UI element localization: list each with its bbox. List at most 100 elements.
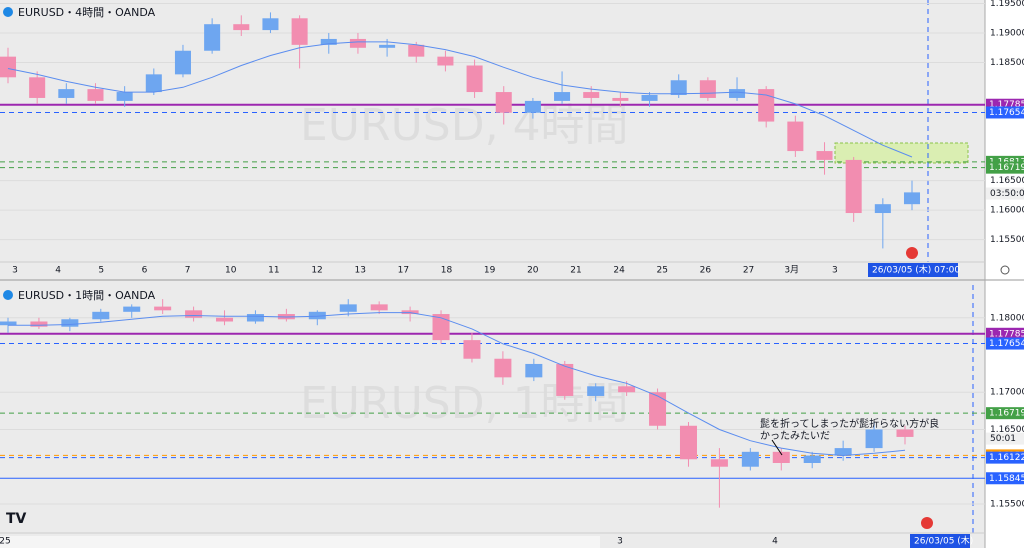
x-tick-label: 20 [527, 266, 539, 276]
x-tick-label: 27 [743, 266, 754, 276]
x-tick-label: 21 [570, 266, 581, 276]
candle-body [246, 314, 264, 322]
candle-body [729, 89, 746, 98]
candle-body [874, 204, 891, 214]
cursor-date: 26/03/05 (木) [914, 535, 973, 547]
candle-body [204, 24, 221, 51]
candle-body [291, 18, 308, 45]
candle-body [437, 56, 454, 66]
annotation: かったみたいだ [760, 430, 830, 442]
price-label-bg [986, 327, 1024, 340]
candle-body [185, 310, 203, 318]
x-tick-label: 25 [657, 266, 668, 276]
candle-body [556, 363, 574, 396]
settings-icon[interactable] [1000, 265, 1010, 275]
candle-body [587, 386, 605, 396]
candle-body [903, 192, 921, 205]
x-tick-label: 3 [12, 266, 18, 276]
candle-body [408, 44, 425, 57]
symbol-icon [3, 290, 13, 300]
candle-body [308, 311, 326, 320]
y-tick-label: 1.19000 [990, 29, 1024, 39]
countdown-bg [986, 187, 1024, 200]
candle-body [583, 92, 600, 98]
candle-body [58, 89, 75, 98]
candle-body [865, 429, 883, 449]
cursor-date-bg [910, 534, 970, 548]
x-tick-label: 25 [0, 537, 11, 547]
candle-body [845, 159, 862, 214]
candle-body [670, 80, 687, 96]
candle-body [61, 319, 79, 327]
candle-body [116, 92, 133, 101]
x-tick-label: 24 [613, 266, 625, 276]
countdown-bg [986, 432, 1024, 445]
y-tick-label: 1.18500 [990, 58, 1024, 68]
candle-body [772, 451, 790, 463]
candle-body [524, 100, 541, 113]
price-label-bg [986, 337, 1024, 350]
candle-body [787, 121, 804, 152]
candle-body [495, 92, 512, 113]
candle-body [0, 321, 17, 326]
y-tick-label: 1.16500 [990, 425, 1024, 435]
candle-body [154, 306, 172, 311]
y-tick-label: 1.15500 [990, 499, 1024, 509]
candle-body [612, 97, 629, 101]
candle-body [30, 321, 48, 327]
y-tick-label: 1.16000 [990, 206, 1024, 216]
candle-body [87, 89, 104, 101]
candle-body [92, 311, 110, 320]
x-tick-label: 7 [185, 266, 191, 276]
event-icon[interactable] [906, 247, 918, 259]
candle-body [320, 38, 337, 45]
price-label: 1.16719 [989, 163, 1024, 173]
cursor-date-bg [868, 263, 958, 277]
candle-body [741, 451, 759, 467]
candle-body [432, 314, 450, 341]
price-label-bg [986, 472, 1024, 485]
price-label: 1.17785 [989, 329, 1024, 339]
price-label: 1.17654 [989, 339, 1024, 349]
candle-body [494, 358, 512, 378]
toolbar[interactable] [0, 536, 600, 548]
candle-body [699, 80, 716, 98]
event-icon[interactable] [921, 517, 933, 529]
x-tick-label: 5 [98, 266, 104, 276]
candle-body [145, 74, 162, 93]
x-tick-label: 17 [398, 266, 409, 276]
x-tick-label: 4 [55, 266, 61, 276]
candle-body [379, 44, 396, 48]
candle-body [758, 89, 775, 122]
annotation-arrow [771, 439, 783, 456]
moving-average [7, 41, 913, 158]
price-label: 1.15845 [989, 474, 1024, 484]
x-tick-label: 18 [441, 266, 453, 276]
y-tick-label: 1.18000 [990, 313, 1024, 323]
price-label-bg [986, 407, 1024, 420]
candle-body [649, 392, 667, 426]
price-label-bg [986, 161, 1024, 174]
x-tick-label: 26 [700, 266, 712, 276]
candle-body [123, 306, 141, 312]
countdown-label: 50:01 [990, 434, 1016, 444]
x-tick-label: 10 [225, 266, 237, 276]
price-label: 1.17785 [989, 100, 1024, 110]
moving-average [8, 312, 906, 457]
candle-body [339, 304, 357, 312]
candle-body [803, 455, 821, 463]
candle-body [896, 429, 914, 437]
symbol-icon [3, 7, 13, 17]
candle-body [525, 363, 543, 378]
x-tick-label: 3月 [784, 265, 799, 276]
price-label-bg [986, 106, 1024, 119]
y-tick-label: 1.17000 [990, 388, 1024, 398]
x-tick-label: 13 [354, 266, 365, 276]
price-label-bg [986, 451, 1024, 464]
candle-body [0, 56, 17, 78]
x-tick-label: 19 [484, 266, 496, 276]
candle-body [216, 317, 234, 322]
logo: TV [6, 511, 27, 527]
